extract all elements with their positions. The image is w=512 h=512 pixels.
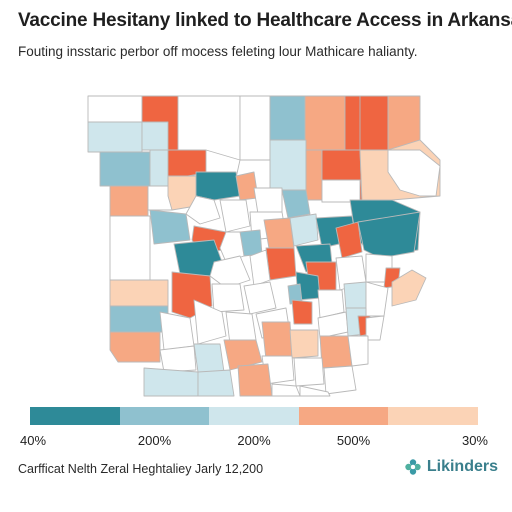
- county-region: [143, 367, 199, 397]
- county-region: [243, 281, 277, 315]
- county-region: [185, 195, 221, 225]
- county-region: [141, 121, 169, 151]
- county-region: [193, 299, 227, 345]
- legend-labels: 40% 200% 200% 500% 30%: [20, 433, 488, 448]
- county-region: [235, 171, 259, 201]
- county-region: [149, 209, 191, 245]
- county-region: [281, 189, 311, 219]
- county-region: [109, 185, 149, 217]
- source-note: Carfficat Nelth Zeral Heghtaliey Jarly 1…: [18, 462, 264, 476]
- county-region: [293, 357, 325, 387]
- county-region: [299, 385, 331, 397]
- county-region: [343, 281, 367, 311]
- county-region: [269, 95, 306, 141]
- county-region: [305, 149, 323, 201]
- county-region: [249, 249, 271, 287]
- brand-logo: Likinders: [404, 458, 498, 476]
- legend-label: 40%: [20, 433, 47, 448]
- county-region: [271, 383, 301, 397]
- county-region: [109, 305, 169, 333]
- county-region: [167, 175, 197, 211]
- county-region: [211, 283, 245, 313]
- county-region: [357, 211, 421, 259]
- brand-name: Likinders: [426, 458, 498, 475]
- legend-label: 500%: [336, 433, 371, 448]
- county-region: [195, 171, 241, 201]
- county-region: [387, 149, 441, 197]
- county-region: [304, 95, 346, 151]
- county-region: [291, 299, 313, 325]
- county-region: [265, 247, 297, 281]
- legend-swatch: [30, 407, 120, 425]
- legend-swatch: [298, 407, 389, 425]
- county-region: [321, 179, 361, 203]
- legend-swatch: [209, 407, 299, 425]
- legend-swatch: [119, 407, 210, 425]
- county-region: [261, 321, 293, 361]
- county-region: [323, 365, 357, 395]
- county-region: [237, 363, 273, 397]
- legend-label: 30%: [461, 433, 488, 448]
- county-region: [223, 339, 263, 371]
- map-subtitle: Fouting insstaric perbor off mocess fele…: [18, 44, 418, 59]
- county-region: [269, 139, 307, 191]
- county-region: [109, 279, 169, 307]
- legend-label: 200%: [137, 433, 172, 448]
- county-region: [193, 343, 225, 373]
- legend-swatch: [388, 407, 478, 425]
- county-region: [87, 121, 143, 153]
- county-region: [87, 95, 143, 123]
- county-region: [109, 331, 161, 363]
- county-region: [109, 215, 151, 281]
- county-region: [225, 311, 257, 345]
- county-region: [149, 149, 169, 187]
- county-region: [159, 345, 197, 373]
- legend-label: 200%: [237, 433, 271, 448]
- county-region: [159, 311, 195, 351]
- county-region: [344, 95, 361, 151]
- county-region: [99, 151, 151, 187]
- county-region: [253, 187, 283, 215]
- county-region: [391, 269, 427, 307]
- county-region: [365, 281, 389, 317]
- county-region: [347, 335, 369, 367]
- county-region: [197, 369, 235, 397]
- map-title: Vaccine Hesitany linked to Healthcare Ac…: [18, 10, 512, 31]
- flower-icon: [405, 459, 421, 475]
- color-legend: [30, 407, 478, 425]
- county-region: [239, 95, 271, 161]
- county-region: [319, 335, 353, 369]
- county-region: [289, 213, 319, 247]
- county-region: [289, 329, 319, 359]
- county-region: [219, 199, 251, 233]
- county-region: [335, 221, 363, 259]
- county-region: [365, 315, 385, 341]
